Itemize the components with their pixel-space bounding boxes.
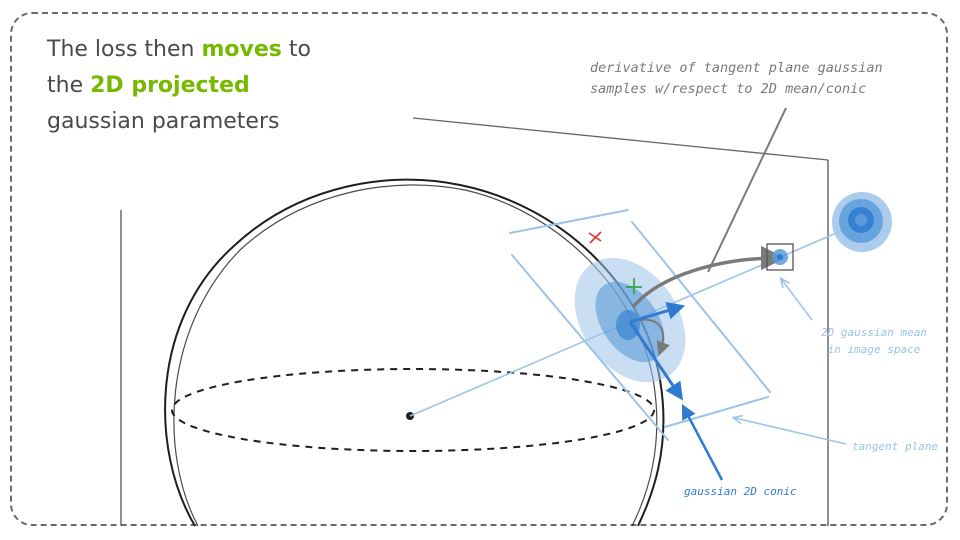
red-cross-marker [588, 231, 602, 244]
derivative-annotation-line-2: samples w/respect to 2D mean/conic [590, 81, 867, 97]
derivative-callout-line [707, 107, 787, 273]
conic-axis-arrow-2 [628, 321, 684, 401]
image-space-mean-core [777, 254, 783, 260]
gradient-arrow-gray [639, 318, 670, 356]
tangent-plane-pointer-arrow [735, 418, 847, 445]
slide-frame [10, 12, 948, 526]
projected-gaussian-blob [832, 192, 892, 252]
sphere [164, 178, 665, 527]
title-text-3: the [47, 73, 91, 98]
conic-annotation: gaussian 2D conic [684, 485, 797, 498]
title-text-2: to [281, 37, 311, 62]
title-text-4: gaussian parameters [47, 109, 280, 134]
conic-axis-arrow-1 [629, 302, 686, 324]
sphere-equator [171, 368, 655, 452]
slide-title: The loss then moves to the 2D projected … [47, 32, 367, 140]
derivative-arrow [631, 245, 786, 309]
title-text-1: The loss then [47, 37, 202, 62]
mean-annotation-line-2: in image space [827, 343, 921, 356]
tangent-plane-gaussian [574, 257, 686, 383]
image-space-mean-box [766, 243, 794, 271]
tangent-plane-annotation: tangent plane [852, 440, 939, 453]
derivative-annotation-line-1: derivative of tangent plane gaussian [590, 60, 883, 76]
tangent-plane [509, 209, 771, 441]
green-cross-marker [626, 278, 642, 294]
image-plane-top-edge [412, 117, 829, 161]
title-highlight-2d-projected: 2D projected [90, 73, 250, 98]
mean-pointer-arrow [782, 280, 813, 321]
mean-annotation: 2D gaussian mean in image space [804, 324, 944, 358]
derivative-annotation: derivative of tangent plane gaussian sam… [590, 58, 883, 100]
mean-annotation-line-1: 2D gaussian mean [821, 326, 927, 339]
title-highlight-moves: moves [201, 37, 282, 62]
conic-pointer-arrow [681, 404, 724, 481]
